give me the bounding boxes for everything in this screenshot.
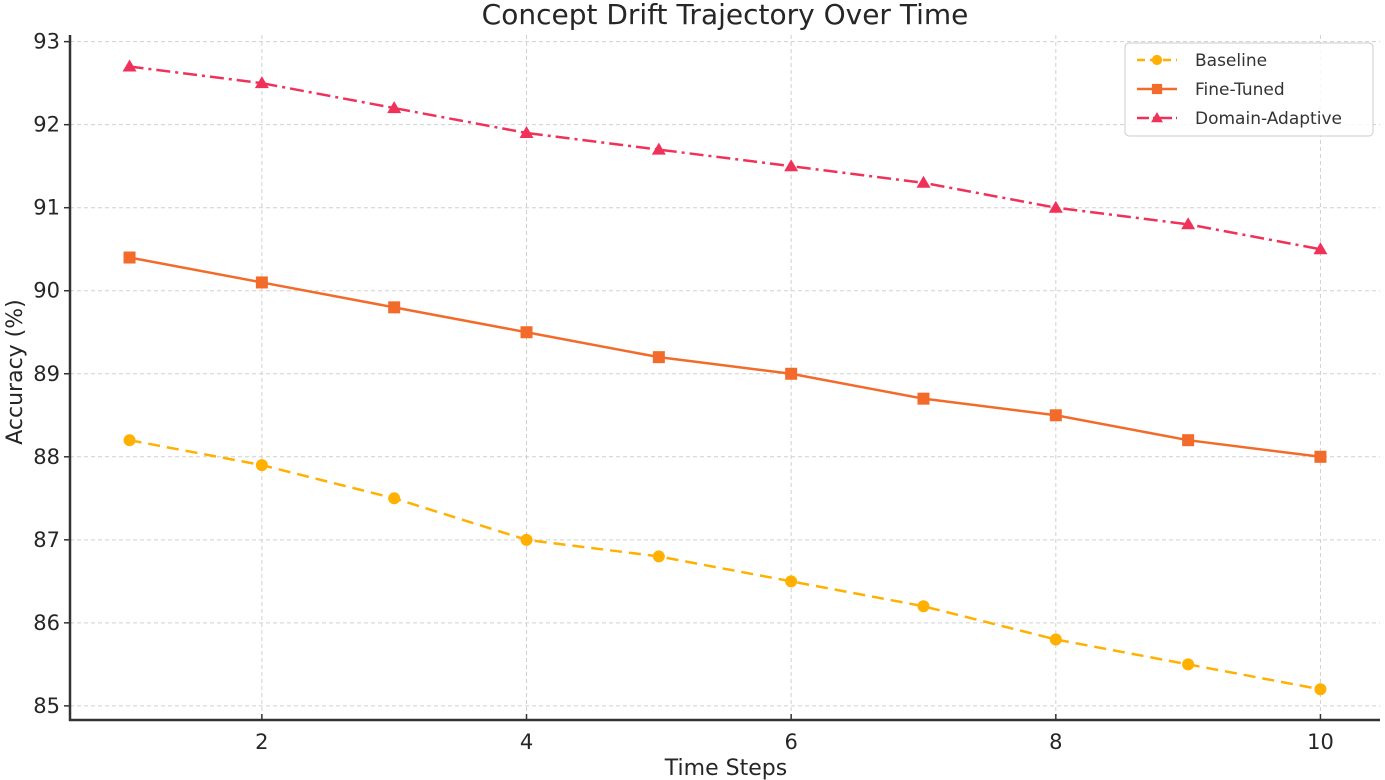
- data-point: [651, 142, 666, 155]
- legend-entry: Baseline: [1137, 51, 1267, 71]
- x-tick-label: 2: [255, 730, 268, 754]
- legend-entry: Domain-Adaptive: [1137, 109, 1342, 129]
- y-tick-label: 89: [33, 362, 60, 386]
- data-point: [1182, 658, 1195, 671]
- series-line: [129, 256, 1321, 459]
- legend-marker: [1151, 112, 1163, 123]
- legend-label: Fine-Tuned: [1195, 80, 1285, 100]
- legend-label: Domain-Adaptive: [1195, 109, 1342, 129]
- data-point: [1049, 633, 1062, 646]
- x-tick-label: 8: [1049, 730, 1062, 754]
- y-tick-label: 87: [33, 528, 60, 552]
- data-point: [917, 392, 930, 405]
- y-tick-label: 88: [33, 445, 60, 469]
- data-point: [122, 59, 137, 72]
- legend-box: [1124, 42, 1374, 137]
- data-point: [1314, 450, 1327, 463]
- data-point: [254, 76, 269, 89]
- y-axis-label: Accuracy (%): [3, 299, 28, 445]
- data-point: [1181, 217, 1196, 230]
- data-point: [917, 600, 930, 613]
- series-domain-adaptive: [122, 59, 1328, 255]
- data-point: [652, 351, 665, 364]
- series-group: [122, 59, 1328, 696]
- y-tick-label: 85: [33, 694, 60, 718]
- data-point: [388, 301, 401, 314]
- series-line: [129, 65, 1321, 251]
- data-point: [255, 459, 268, 472]
- data-point: [784, 159, 799, 172]
- series-line: [129, 438, 1321, 691]
- data-point: [123, 251, 136, 264]
- y-tick-label: 91: [33, 196, 60, 220]
- data-point: [519, 125, 534, 138]
- grid: [70, 35, 1380, 720]
- chart-title: Concept Drift Trajectory Over Time: [482, 0, 969, 31]
- data-point: [1049, 409, 1062, 422]
- data-point: [785, 575, 798, 588]
- data-point: [388, 492, 401, 505]
- x-tick-label: 4: [520, 730, 533, 754]
- data-point: [387, 101, 402, 114]
- series-baseline: [123, 434, 1327, 696]
- data-point: [255, 276, 268, 289]
- legend-marker: [1151, 83, 1163, 95]
- y-tick-label: 93: [33, 30, 60, 54]
- data-point: [1182, 434, 1195, 447]
- legend-label: Baseline: [1195, 51, 1267, 71]
- x-tick-label: 10: [1307, 730, 1334, 754]
- y-tick-label: 90: [33, 279, 60, 303]
- data-point: [1048, 200, 1063, 213]
- legend-entry: Fine-Tuned: [1137, 80, 1285, 100]
- data-point: [1313, 242, 1328, 255]
- y-tick-label: 92: [33, 113, 60, 137]
- data-point: [1314, 683, 1327, 696]
- data-point: [785, 367, 798, 380]
- legend-marker: [1151, 54, 1163, 66]
- data-point: [520, 533, 533, 546]
- series-fine-tuned: [123, 251, 1327, 463]
- data-point: [652, 550, 665, 563]
- x-axis-label: Time Steps: [664, 756, 787, 780]
- data-point: [123, 434, 136, 447]
- legend: Baseline Fine-Tuned Domain-Adaptive: [1124, 42, 1374, 137]
- y-tick-label: 86: [33, 611, 60, 635]
- data-point: [520, 326, 533, 339]
- axes: 85 86 87 88 89 90 91 92 93 2 4 6 8 10: [33, 30, 1380, 754]
- data-point: [916, 175, 931, 188]
- x-tick-label: 6: [784, 730, 797, 754]
